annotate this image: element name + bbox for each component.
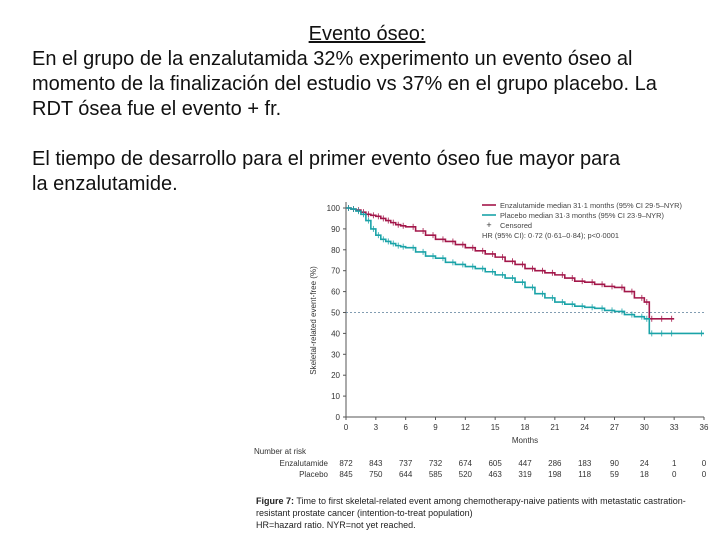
number-at-risk-value: 872 [339,459,353,468]
number-at-risk-value: 0 [702,470,707,479]
number-at-risk-value: 90 [610,459,619,468]
number-at-risk-value: 319 [518,470,532,479]
caption-footnote: HR=hazard ratio. NYR=not yet reached. [256,520,416,530]
y-tick-label: 40 [331,329,340,338]
legend-entry: Censored [500,221,532,230]
y-tick-label: 20 [331,371,340,380]
figure-caption: Figure 7: Time to first skeletal-related… [256,495,716,531]
x-tick-label: 36 [700,423,709,432]
number-at-risk-value: 463 [488,470,502,479]
number-at-risk-value: 605 [488,459,502,468]
legend-entry: Enzalutamide median 31·1 months (95% CI … [500,201,682,210]
number-at-risk-row-label: Placebo [299,470,328,479]
y-tick-label: 60 [331,288,340,297]
number-at-risk-value: 750 [369,470,383,479]
slide-heading: Evento óseo: [308,23,426,45]
paragraph-time-line2: la enzalutamide. [32,173,178,195]
y-tick-label: 30 [331,350,340,359]
number-at-risk-value: 198 [548,470,562,479]
placebo-survival-curve [346,207,704,335]
y-tick-label: 0 [336,413,341,422]
number-at-risk-value: 286 [548,459,562,468]
x-tick-label: 15 [491,423,500,432]
paragraph-time-line1: El tiempo de desarrollo para el primer e… [32,148,621,170]
number-at-risk-value: 18 [640,470,649,479]
number-at-risk-value: 1 [672,459,677,468]
number-at-risk-value: 118 [578,470,591,479]
enzalutamide-survival-curve [346,207,675,320]
number-at-risk-value: 737 [399,459,413,468]
x-tick-label: 18 [521,423,530,432]
x-tick-label: 21 [550,423,559,432]
slide-text: Evento óseo: En el grupo de la enzalutam… [32,22,702,197]
number-at-risk-value: 520 [459,470,473,479]
x-tick-label: 27 [610,423,619,432]
caption-text: Time to first skeletal-related event amo… [256,496,686,518]
number-at-risk-value: 644 [399,470,413,479]
x-tick-label: 30 [640,423,649,432]
number-at-risk-row-label: Enzalutamide [280,459,329,468]
x-tick-label: 12 [461,423,470,432]
x-tick-label: 33 [670,423,679,432]
number-at-risk-value: 674 [459,459,473,468]
number-at-risk-value: 0 [672,470,677,479]
number-at-risk-value: 183 [578,459,592,468]
number-at-risk-value: 845 [339,470,353,479]
number-at-risk-value: 59 [610,470,619,479]
y-tick-label: 90 [331,225,340,234]
censored-legend-symbol: + [486,220,491,230]
paragraph-bone-events: En el grupo de la enzalutamida 32% exper… [32,48,657,120]
y-tick-label: 10 [331,392,340,401]
number-at-risk-value: 447 [518,459,532,468]
number-at-risk-title: Number at risk [254,447,307,456]
legend-entry: Placebo median 31·3 months (95% CI 23·9–… [500,211,664,220]
number-at-risk-value: 0 [702,459,707,468]
number-at-risk-value: 585 [429,470,443,479]
number-at-risk-value: 24 [640,459,649,468]
number-at-risk-value: 732 [429,459,443,468]
x-tick-label: 0 [344,423,349,432]
paragraph-time-to-event: El tiempo de desarrollo para el primer e… [32,147,702,197]
y-tick-label: 80 [331,246,340,255]
y-tick-label: 100 [327,204,341,213]
x-tick-label: 9 [433,423,438,432]
x-tick-label: 6 [403,423,408,432]
x-tick-label: 3 [374,423,379,432]
number-at-risk-value: 843 [369,459,383,468]
caption-label: Figure 7: [256,496,295,506]
x-axis-label: Months [512,436,538,445]
legend-entry: HR (95% CI): 0·72 (0·61–0·84); p<0·0001 [482,231,619,240]
y-tick-label: 70 [331,267,340,276]
x-tick-label: 24 [580,423,589,432]
y-tick-label: 50 [331,309,340,318]
y-axis-label: Skeletal-related event-free (%) [309,266,318,375]
